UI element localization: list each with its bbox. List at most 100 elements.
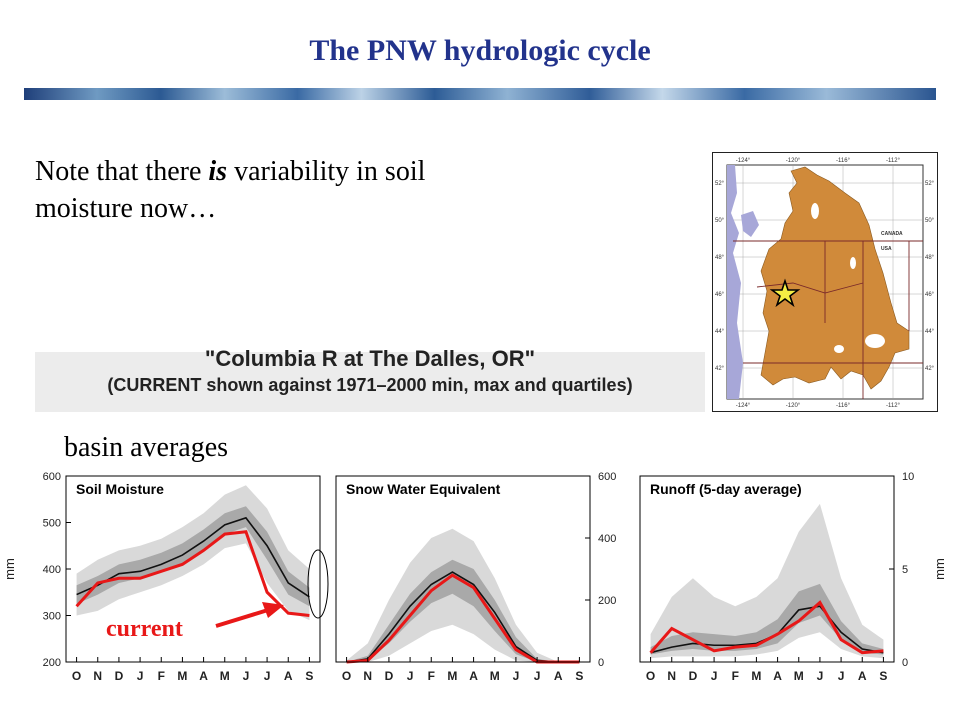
basin-lakes xyxy=(811,203,885,353)
map-left-tick: 44° xyxy=(715,329,725,335)
current-annotation-label: current xyxy=(106,616,183,642)
map-bottom-tick: -112° xyxy=(886,403,901,409)
plot-title-box: "Columbia R at The Dalles, OR" (CURRENT … xyxy=(35,346,705,412)
x-tick-label: J xyxy=(243,669,250,683)
map-left-tick: 50° xyxy=(715,218,725,224)
chart-title: Snow Water Equivalent xyxy=(346,481,501,497)
x-tick-label: M xyxy=(447,669,457,683)
x-tick-label: O xyxy=(72,669,81,683)
x-tick-label: D xyxy=(385,669,394,683)
columbia-basin xyxy=(760,166,910,390)
x-tick-label: S xyxy=(575,669,583,683)
map-top-tick: -116° xyxy=(836,158,851,164)
star-icon xyxy=(769,278,801,308)
note-text-end: variability in soil moisture now… xyxy=(35,156,426,224)
y-tick-label: 500 xyxy=(43,518,61,530)
median-line xyxy=(76,516,310,598)
x-tick-label: J xyxy=(513,669,520,683)
map-right-tick: 50° xyxy=(925,218,935,224)
x-tick-label: J xyxy=(838,669,845,683)
note-text: Note that there is variability in soil m… xyxy=(35,153,505,227)
map-right-tick: 42° xyxy=(925,366,935,372)
map-bottom-tick: -120° xyxy=(786,403,801,409)
x-tick-label: M xyxy=(220,669,230,683)
x-tick-label: S xyxy=(879,669,887,683)
y-axis-label: mm xyxy=(932,558,947,580)
plot-frame xyxy=(335,475,591,663)
note-text-start: Note that there xyxy=(35,156,209,187)
x-tick-label: O xyxy=(342,669,351,683)
pacific-ocean xyxy=(727,165,743,399)
x-tick-label: F xyxy=(158,669,165,683)
map-right-tick: 44° xyxy=(925,329,935,335)
map-right-tick: 48° xyxy=(925,255,935,261)
x-tick-label: J xyxy=(264,669,271,683)
x-tick-label: F xyxy=(428,669,435,683)
chart-title: Runoff (5-day average) xyxy=(650,481,802,497)
y-tick-label: 10 xyxy=(902,471,914,483)
x-tick-label: A xyxy=(554,669,563,683)
current-arrow-shaft xyxy=(215,608,269,628)
plot-title-line2: (CURRENT shown against 1971–2000 min, ma… xyxy=(107,375,633,395)
title-underline-bar xyxy=(24,88,936,100)
map-bottom-tick: -116° xyxy=(836,403,851,409)
x-tick-label: M xyxy=(177,669,187,683)
current-arrowhead xyxy=(262,602,284,618)
y-tick-label: 200 xyxy=(43,657,61,669)
map-right-tick: 46° xyxy=(925,292,935,298)
x-tick-label: J xyxy=(817,669,824,683)
slide-title: The PNW hydrologic cycle xyxy=(309,34,651,67)
y-tick-label: 400 xyxy=(43,564,61,576)
x-tick-label: F xyxy=(732,669,739,683)
highlight-ellipse xyxy=(307,549,329,619)
map-left-tick: 48° xyxy=(715,255,725,261)
map-bottom-tick: -124° xyxy=(736,403,751,409)
x-tick-label: A xyxy=(199,669,208,683)
x-tick-label: N xyxy=(93,669,102,683)
y-tick-label: 0 xyxy=(598,657,604,669)
x-tick-label: N xyxy=(363,669,372,683)
y-tick-label: 0 xyxy=(902,657,908,669)
current-line xyxy=(75,530,310,617)
x-tick-label: J xyxy=(137,669,144,683)
puget-sound xyxy=(741,211,759,237)
plot-title-line1: "Columbia R at The Dalles, OR" xyxy=(204,346,536,371)
y-tick-label: 5 xyxy=(902,564,908,576)
map-left-tick: 46° xyxy=(715,292,725,298)
x-tick-label: A xyxy=(469,669,478,683)
plot-title: "Columbia R at The Dalles, OR" (CURRENT … xyxy=(35,346,705,398)
map-right-tick: 52° xyxy=(925,181,935,187)
y-tick-label: 300 xyxy=(43,611,61,623)
x-tick-label: D xyxy=(689,669,698,683)
map-top-tick: -124° xyxy=(736,158,751,164)
chart-title: Soil Moisture xyxy=(76,481,164,497)
y-axis-label: mm xyxy=(2,558,17,580)
map-label-canada: CANADA xyxy=(881,231,903,237)
note-text-emphasis: is xyxy=(208,156,228,187)
current-line xyxy=(649,600,884,655)
map-label-usa: USA xyxy=(881,246,892,252)
x-tick-label: A xyxy=(858,669,867,683)
y-tick-label: 200 xyxy=(598,595,616,607)
y-tick-label: 600 xyxy=(43,471,61,483)
x-tick-label: M xyxy=(751,669,761,683)
basin-map: -124° -120° -116° -112° -124° -120° -116… xyxy=(712,152,938,412)
x-tick-label: A xyxy=(284,669,293,683)
quartile-band xyxy=(650,583,884,655)
map-left-tick: 52° xyxy=(715,181,725,187)
x-tick-label: M xyxy=(794,669,804,683)
basin-map-svg: -124° -120° -116° -112° -124° -120° -116… xyxy=(715,158,935,409)
map-left-tick: 42° xyxy=(715,366,725,372)
x-tick-label: O xyxy=(646,669,655,683)
x-tick-label: D xyxy=(115,669,124,683)
x-tick-label: N xyxy=(667,669,676,683)
political-borders xyxy=(733,240,923,399)
x-tick-label: J xyxy=(711,669,718,683)
y-tick-label: 400 xyxy=(598,533,616,545)
x-tick-label: A xyxy=(773,669,782,683)
x-tick-label: S xyxy=(305,669,313,683)
